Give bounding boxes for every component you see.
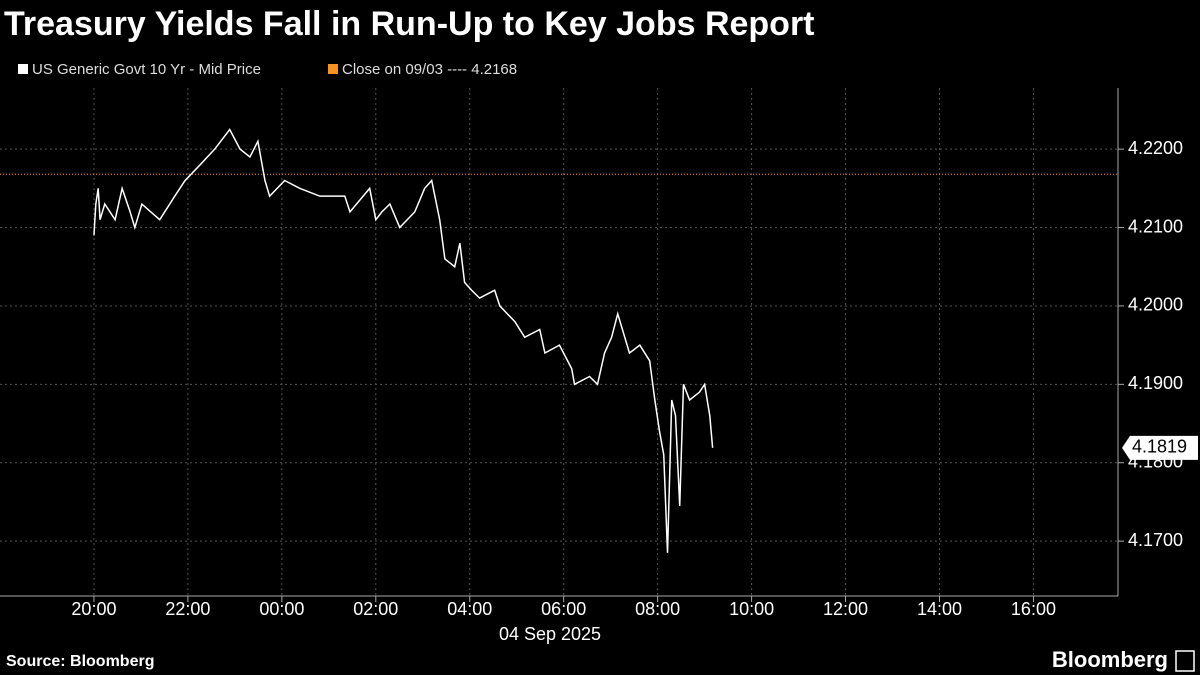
x-tick-label: 02:00 <box>353 599 398 619</box>
last-value-label: 4.1819 <box>1132 437 1187 457</box>
x-axis-label: 04 Sep 2025 <box>499 624 601 644</box>
source: Source: Bloomberg <box>6 653 154 670</box>
legend-swatch <box>18 64 28 74</box>
x-tick-label: 08:00 <box>635 599 680 619</box>
y-tick-label: 4.1900 <box>1128 373 1183 393</box>
brand-icon <box>1175 650 1195 672</box>
y-tick-label: 4.2000 <box>1128 295 1183 315</box>
x-tick-label: 04:00 <box>447 599 492 619</box>
x-tick-label: 00:00 <box>259 599 304 619</box>
chart-title: Treasury Yields Fall in Run-Up to Key Jo… <box>4 5 815 43</box>
legend-value: 4.2168 <box>471 61 517 78</box>
x-tick-label: 12:00 <box>823 599 868 619</box>
y-tick-label: 4.2200 <box>1128 138 1183 158</box>
y-tick-label: 4.2100 <box>1128 216 1183 236</box>
x-tick-label: 20:00 <box>71 599 116 619</box>
x-tick-label: 16:00 <box>1011 599 1056 619</box>
x-tick-label: 22:00 <box>165 599 210 619</box>
legend-swatch <box>328 64 338 74</box>
y-tick-label: 4.1700 <box>1128 530 1183 550</box>
x-tick-label: 14:00 <box>917 599 962 619</box>
line <box>93 128 714 553</box>
last-value-box <box>1122 435 1198 460</box>
brand: Bloomberg <box>1052 647 1168 672</box>
x-tick-label: 10:00 <box>729 599 774 619</box>
legend-text: Close on 09/03 ---- <box>342 61 467 78</box>
legend-label: US Generic Govt 10 Yr - Mid Price <box>32 61 261 78</box>
legend-label: Close on 09/03 ---- 4.2168 <box>342 61 517 78</box>
x-tick-label: 06:00 <box>541 599 586 619</box>
